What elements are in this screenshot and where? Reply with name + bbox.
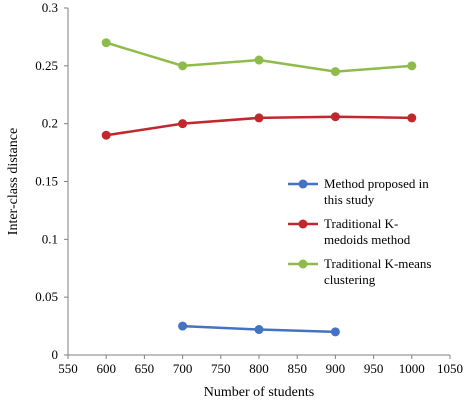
legend-label: Method proposed in (324, 176, 429, 191)
x-axis-title: Number of students (204, 385, 314, 400)
x-tick-label: 700 (173, 361, 193, 376)
data-point (254, 325, 264, 335)
data-point (407, 61, 417, 71)
y-tick-label: 0.2 (42, 116, 58, 131)
x-tick-label: 1050 (437, 361, 463, 376)
y-tick-label: 0.25 (35, 58, 58, 73)
series-0 (178, 321, 340, 337)
x-tick-label: 900 (326, 361, 346, 376)
y-axis-title: Inter-class distance (6, 128, 21, 235)
data-point (178, 61, 188, 71)
legend-item-1: Traditional K-medoids method (288, 216, 411, 247)
data-point (178, 321, 188, 331)
data-point (254, 55, 264, 65)
x-tick-label: 750 (211, 361, 231, 376)
data-point (330, 112, 340, 122)
data-point (254, 113, 264, 123)
y-tick-label: 0.3 (42, 0, 58, 15)
data-point (101, 38, 111, 48)
legend-label: Traditional K- (324, 216, 398, 231)
legend-label: Traditional K-means (324, 256, 431, 271)
y-tick-label: 0.05 (35, 289, 58, 304)
data-point (330, 67, 340, 77)
data-point (101, 130, 111, 140)
legend-label: clustering (324, 272, 376, 287)
y-tick-label: 0.1 (42, 231, 58, 246)
x-tick-label: 600 (96, 361, 116, 376)
y-tick-labels: 0 0.05 0.1 0.15 0.2 0.25 0.3 (35, 0, 68, 362)
x-tick-labels: 550 600 650 700 750 800 850 900 950 1000 1050 (58, 355, 463, 376)
legend-swatch-marker (298, 179, 308, 189)
data-point (178, 119, 188, 129)
x-tick-label: 550 (58, 361, 78, 376)
data-point (330, 327, 340, 337)
series-layer (101, 38, 417, 337)
x-tick-label: 650 (135, 361, 155, 376)
legend-label: this study (324, 192, 375, 207)
x-tick-label: 800 (249, 361, 269, 376)
y-tick-label: 0 (52, 347, 59, 362)
x-tick-label: 1000 (399, 361, 425, 376)
series-2 (101, 38, 417, 77)
legend-label: medoids method (324, 232, 411, 247)
x-tick-label: 850 (287, 361, 307, 376)
data-point (407, 113, 417, 123)
legend-swatch-marker (298, 219, 308, 229)
y-tick-label: 0.15 (35, 174, 58, 189)
series-1 (101, 112, 417, 140)
legend-swatch-marker (298, 259, 308, 269)
axes: 550 600 650 700 750 800 850 900 950 1000 1050 0 0.0… (35, 0, 463, 376)
x-tick-label: 950 (364, 361, 384, 376)
